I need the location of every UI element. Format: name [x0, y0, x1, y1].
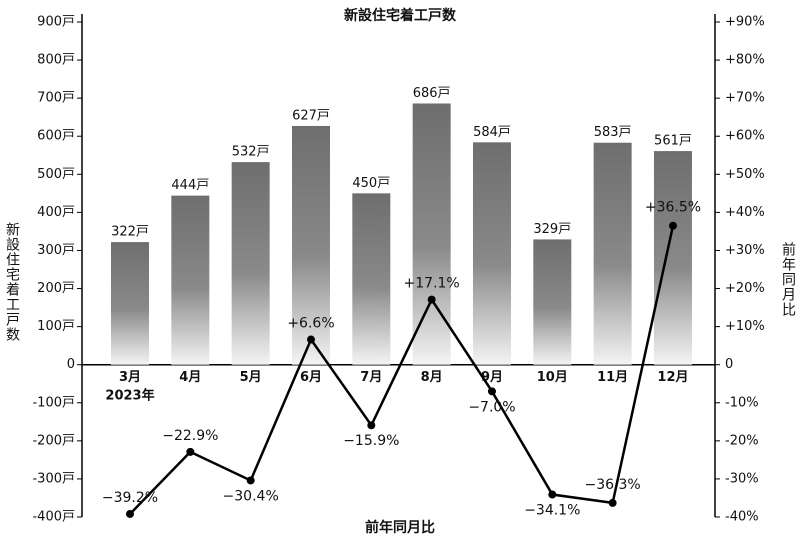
- y2-axis-title: 前年同月比: [780, 241, 796, 317]
- y2-tick-label: +60%: [725, 129, 765, 144]
- y-tick-label: -400戸: [32, 510, 75, 525]
- line-value-label: −22.9%: [162, 428, 218, 444]
- bar-value-label: 583戸: [594, 125, 632, 140]
- bar-value-label: 329戸: [533, 222, 571, 237]
- bar: [472, 142, 511, 365]
- bar-value-label: 444戸: [171, 178, 209, 193]
- line-value-label: +36.5%: [645, 200, 701, 216]
- y2-tick-label: 0: [725, 357, 733, 372]
- y-tick-label: 300戸: [37, 243, 75, 258]
- y2-tick-label: +10%: [725, 319, 765, 334]
- line-value-label: −34.1%: [524, 503, 580, 519]
- y2-tick-label: +70%: [725, 91, 765, 106]
- bar-value-label: 627戸: [292, 108, 330, 123]
- line: [129, 225, 675, 515]
- bar-value-label: 561戸: [654, 134, 692, 149]
- bar: [653, 151, 692, 365]
- bar: [111, 242, 149, 365]
- line-point: [668, 221, 677, 230]
- bar: [533, 239, 572, 365]
- y-tick-label: -300戸: [32, 471, 75, 486]
- line-point: [306, 335, 315, 344]
- y-tick-label: 900戸: [37, 15, 75, 30]
- line-point: [126, 509, 134, 518]
- line-point: [427, 295, 436, 304]
- line-point: [246, 476, 255, 485]
- y2-tick-label: +50%: [725, 167, 765, 182]
- bar-value-label: 532戸: [232, 145, 270, 160]
- line-value-label: −36.3%: [585, 477, 641, 493]
- bar-value-label: 584戸: [473, 125, 511, 140]
- y-tick-label: 700戸: [37, 91, 75, 106]
- x-tick-label: 12月: [657, 370, 688, 385]
- y-tick-label: -200戸: [32, 433, 75, 448]
- x-tick-label: 3月: [119, 370, 141, 385]
- bar: [171, 195, 210, 365]
- y-tick-label: 600戸: [37, 129, 75, 144]
- x-tick-label: 10月: [537, 370, 568, 385]
- bar-value-label: 322戸: [111, 225, 149, 240]
- line-point: [487, 387, 496, 396]
- x-axis-title: 前年同月比: [365, 519, 435, 536]
- y2-tick-label: -40%: [725, 510, 759, 525]
- bar: [231, 162, 270, 365]
- y2-tick-label: -30%: [725, 471, 759, 486]
- x-tick-label: 4月: [179, 370, 201, 385]
- y-tick-label: 0: [67, 357, 75, 372]
- line-point: [548, 490, 557, 499]
- line-point: [186, 447, 195, 456]
- y-tick-label: 400戸: [37, 205, 75, 220]
- x-tick-label: 8月: [421, 370, 443, 385]
- line-value-label: −15.9%: [343, 433, 399, 449]
- x-tick-label: 11月: [597, 370, 628, 385]
- x-tick-label: 6月: [300, 370, 322, 385]
- y-tick-label: 500戸: [37, 167, 75, 182]
- bar-value-label: 686戸: [413, 86, 451, 101]
- y2-tick-label: +80%: [725, 53, 765, 68]
- y-tick-label: 100戸: [37, 319, 75, 334]
- x-tick-label: 7月: [360, 370, 382, 385]
- bar: [291, 125, 330, 365]
- bar-value-label: 450戸: [352, 176, 390, 191]
- line-value-label: −7.0%: [468, 399, 515, 415]
- y2-tick-label: +90%: [725, 15, 765, 30]
- bar: [593, 142, 632, 365]
- y2-tick-label: +30%: [725, 243, 765, 258]
- line-value-label: +6.6%: [287, 316, 334, 332]
- y2-tick-label: +20%: [725, 281, 765, 296]
- year-label: 2023年: [105, 388, 154, 404]
- y2-tick-label: -10%: [725, 395, 759, 410]
- line-value-label: −39.2%: [102, 490, 158, 506]
- line-value-label: −30.4%: [223, 488, 279, 504]
- line-point: [367, 421, 376, 430]
- y-axis-title: 新設住宅着工戸数: [4, 222, 20, 342]
- chart-title: 新設住宅着工戸数: [344, 7, 457, 24]
- y-tick-label: 200戸: [37, 281, 75, 296]
- y-tick-label: 800戸: [37, 53, 75, 68]
- bar: [352, 193, 391, 365]
- line-value-label: +17.1%: [404, 276, 460, 292]
- line-point: [608, 498, 617, 507]
- bar: [412, 103, 451, 365]
- x-tick-label: 5月: [240, 370, 262, 385]
- y-tick-label: -100戸: [32, 395, 75, 410]
- y2-tick-label: -20%: [725, 433, 759, 448]
- y2-tick-label: +40%: [725, 205, 765, 220]
